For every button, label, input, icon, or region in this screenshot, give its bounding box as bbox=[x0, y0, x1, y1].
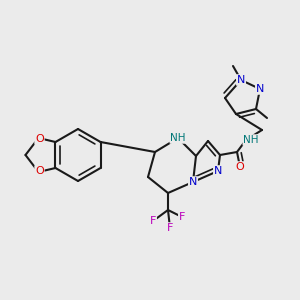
Text: NH: NH bbox=[243, 135, 259, 145]
Text: F: F bbox=[167, 223, 173, 233]
Text: O: O bbox=[35, 134, 44, 144]
Text: N: N bbox=[189, 177, 197, 187]
Text: F: F bbox=[150, 216, 156, 226]
Text: O: O bbox=[236, 162, 244, 172]
Text: F: F bbox=[179, 212, 185, 222]
Text: NH: NH bbox=[170, 133, 186, 143]
Text: N: N bbox=[237, 75, 245, 85]
Text: O: O bbox=[35, 166, 44, 176]
Text: N: N bbox=[214, 166, 222, 176]
Text: N: N bbox=[256, 84, 264, 94]
